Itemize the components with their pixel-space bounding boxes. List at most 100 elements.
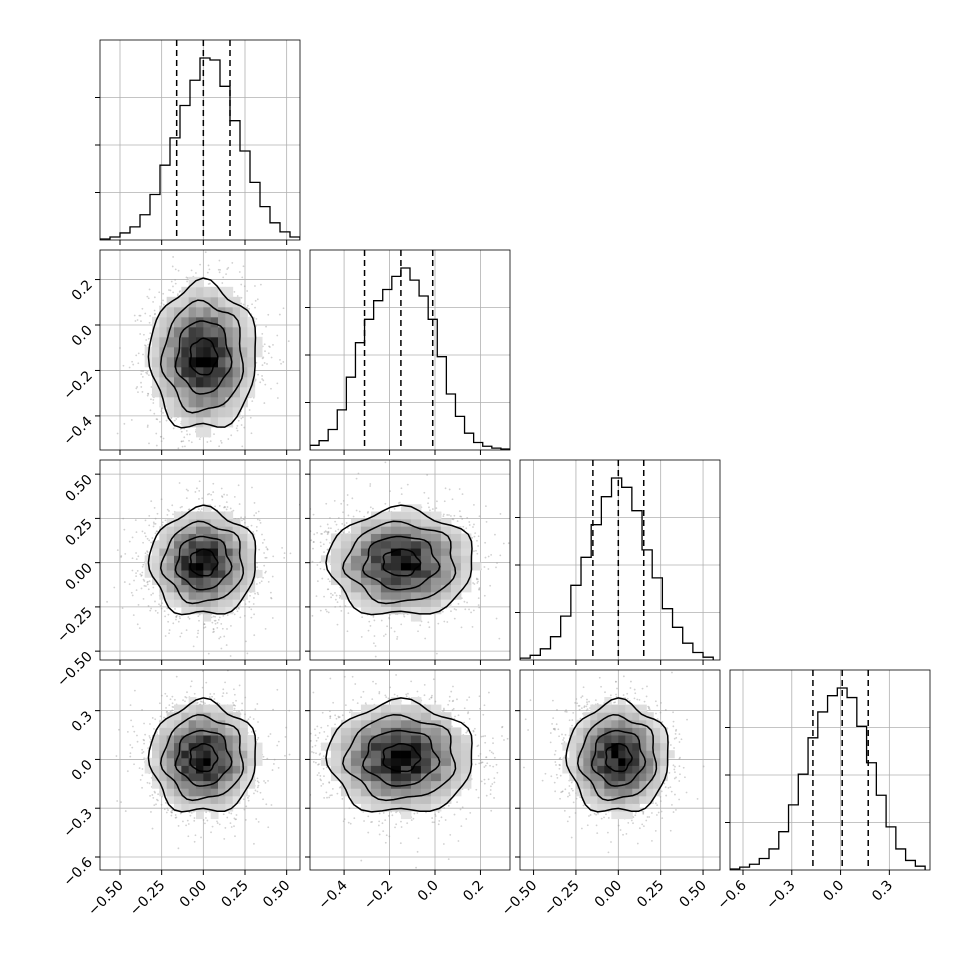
density-cell xyxy=(232,569,241,578)
sample-point xyxy=(135,572,137,575)
sample-point xyxy=(128,540,131,543)
sample-point xyxy=(172,622,175,625)
sample-point xyxy=(177,269,180,272)
density-cell xyxy=(254,336,263,348)
sample-point xyxy=(120,556,122,558)
density-cell xyxy=(174,386,182,398)
sample-point xyxy=(264,627,267,630)
density-cell xyxy=(218,555,226,564)
sample-point xyxy=(260,580,263,583)
density-cell xyxy=(196,406,204,418)
sample-point xyxy=(161,524,164,526)
density-cell xyxy=(174,562,182,571)
sample-point xyxy=(147,588,150,591)
sample-point xyxy=(361,616,364,619)
contour-line xyxy=(189,337,219,376)
density-cell xyxy=(181,406,190,418)
sample-point xyxy=(259,283,262,286)
density-cell xyxy=(225,326,234,338)
sample-point xyxy=(149,609,152,612)
density-cell xyxy=(225,533,234,542)
density-cell xyxy=(166,366,175,378)
sample-point xyxy=(240,302,243,305)
sample-point xyxy=(169,289,172,292)
sample-point xyxy=(263,552,265,554)
sample-point xyxy=(168,632,170,635)
density-cell xyxy=(188,336,197,348)
sample-point xyxy=(264,571,267,574)
density-cell xyxy=(225,511,234,520)
sample-point xyxy=(436,500,438,503)
density-cell xyxy=(174,396,182,408)
density-cell xyxy=(188,306,197,318)
density-cell xyxy=(210,296,219,308)
density-cell xyxy=(181,366,190,378)
density-cell xyxy=(203,540,212,549)
sample-point xyxy=(148,580,151,583)
sample-point xyxy=(153,506,156,509)
density-cell xyxy=(225,606,234,615)
sample-point xyxy=(255,525,258,528)
density-cell xyxy=(210,562,219,571)
sample-point xyxy=(161,521,164,524)
sample-point xyxy=(143,532,146,535)
sample-point xyxy=(187,489,189,492)
sample-point xyxy=(261,364,264,367)
sample-point xyxy=(279,358,281,361)
sample-point xyxy=(137,352,140,355)
sample-point xyxy=(177,447,180,450)
density-cell xyxy=(232,336,241,348)
density-cell xyxy=(247,548,256,556)
sample-point xyxy=(123,581,126,583)
sample-point xyxy=(283,552,286,554)
sample-point xyxy=(225,644,228,646)
sample-point xyxy=(462,525,465,528)
density-cell xyxy=(174,526,182,534)
sample-point xyxy=(140,587,143,590)
sample-point xyxy=(225,273,227,276)
axes-frame xyxy=(309,249,511,451)
density-cell xyxy=(225,406,234,418)
density-cell xyxy=(174,376,182,388)
sample-point xyxy=(221,627,224,630)
sample-point xyxy=(160,435,163,438)
density-cell xyxy=(225,356,234,368)
sample-point xyxy=(255,317,258,320)
sample-point xyxy=(142,541,144,544)
sample-point xyxy=(185,629,188,632)
sample-point xyxy=(154,609,157,612)
sample-point xyxy=(143,333,145,336)
density-cell xyxy=(159,540,168,549)
sample-point xyxy=(282,361,285,363)
sample-point xyxy=(172,256,175,258)
sample-point xyxy=(167,613,170,616)
sample-point xyxy=(153,313,156,316)
sample-point xyxy=(155,432,158,435)
sample-point xyxy=(131,557,134,560)
density-cell xyxy=(159,584,168,593)
density-cell xyxy=(210,386,219,398)
sample-point xyxy=(320,532,323,535)
sample-point xyxy=(218,616,221,619)
density-cell xyxy=(203,526,212,534)
sample-point xyxy=(155,530,158,533)
sample-point xyxy=(258,548,261,551)
sample-point xyxy=(172,291,175,294)
contour-line xyxy=(159,520,245,605)
contour-line xyxy=(189,548,219,577)
density-cell xyxy=(181,396,190,408)
density-cell xyxy=(152,540,160,549)
density-cell xyxy=(240,533,248,542)
sample-point xyxy=(147,374,150,377)
density-cell xyxy=(210,356,219,368)
sample-point xyxy=(266,363,268,365)
density-cell xyxy=(174,591,182,600)
density-cell xyxy=(152,326,160,338)
sample-point xyxy=(146,550,149,553)
sample-point xyxy=(248,606,251,609)
sample-point xyxy=(262,576,264,579)
sample-point xyxy=(162,303,165,306)
sample-point xyxy=(238,271,241,273)
density-cell xyxy=(174,511,182,520)
sample-point xyxy=(225,508,228,511)
